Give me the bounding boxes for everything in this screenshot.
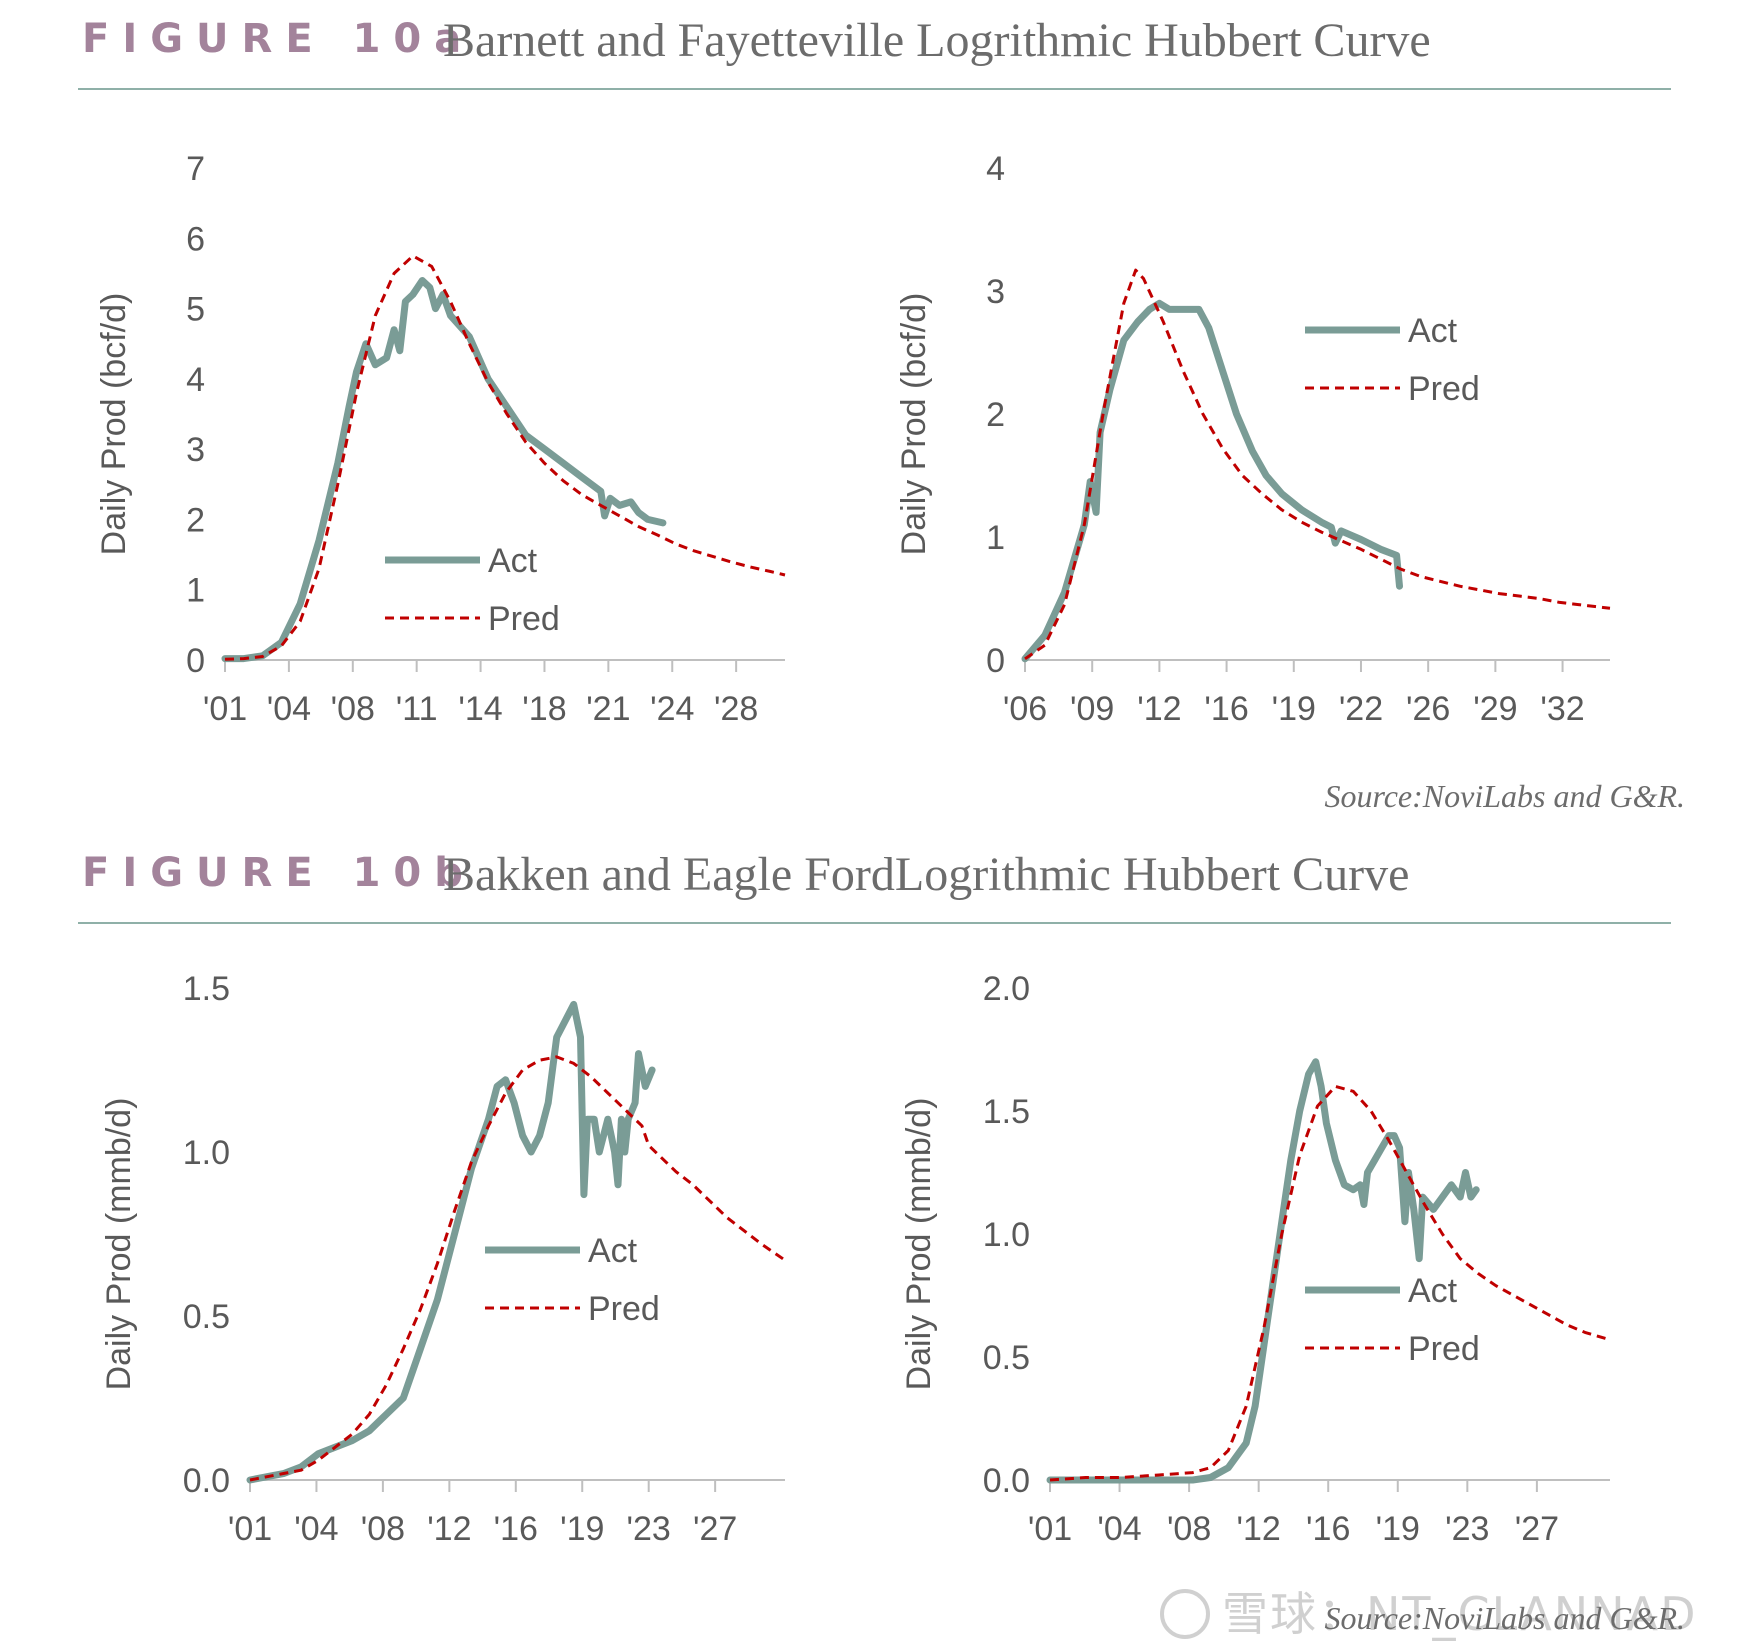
- y-tick-label: 2: [986, 396, 1005, 434]
- series-line-act: [221, 277, 667, 663]
- y-tick-label: 4: [186, 361, 205, 399]
- x-tick-label: '01: [1028, 1510, 1072, 1548]
- x-tick-label: '06: [1003, 690, 1047, 728]
- y-tick-label: 2.0: [983, 970, 1030, 1008]
- legend-label-pred: Pred: [1408, 1330, 1480, 1368]
- y-tick-label: 1.0: [183, 1134, 230, 1172]
- x-tick-label: '28: [714, 690, 758, 728]
- x-tick-label: '16: [494, 1510, 538, 1548]
- figure-10a-rule: [78, 88, 1671, 90]
- chart-bakken: 0.0 0.5 1.0 1.5 '01 '04 '08 '12 '16 '19 '23 '27 Dail…: [95, 960, 815, 1560]
- y-tick-label: 7: [186, 150, 205, 188]
- x-tick-label: '11: [396, 690, 438, 728]
- x-tick-label: '12: [427, 1510, 471, 1548]
- y-tick-label: 1: [986, 519, 1005, 557]
- watermark: 雪球：NT_CLANNAD: [1160, 1578, 1698, 1644]
- figure-10b-title: Bakken and Eagle FordLogrithmic Hubbert …: [443, 848, 1410, 901]
- x-tick-label: '19: [560, 1510, 604, 1548]
- y-tick-label: 3: [986, 273, 1005, 311]
- y-tick-label: 6: [186, 220, 205, 258]
- x-tick-label: '04: [1097, 1510, 1141, 1548]
- y-tick-label: 0.5: [983, 1339, 1030, 1377]
- x-tick-label: '23: [1445, 1510, 1489, 1548]
- y-axis-title: Daily Prod (bcf/d): [895, 293, 933, 556]
- chart-barnett: 0 1 2 3 4 5 6 7 '01 '04 '08 '11 '14 '18 '21 '24 '28 Daily…: [95, 140, 815, 740]
- x-tick-label: '04: [294, 1510, 338, 1548]
- figure-10a-label: FIGURE 10a: [82, 16, 475, 62]
- x-tick-label: '16: [1204, 690, 1248, 728]
- x-tick-label: '29: [1473, 690, 1517, 728]
- chart-fayetteville-svg: 0 1 2 3 4 '06 '09 '12 '16 '19 '22 '26 '29 '32 Daily Pr…: [895, 150, 1611, 728]
- y-tick-label: 0.0: [183, 1462, 230, 1500]
- chart-eagle-ford: 0.0 0.5 1.0 1.5 2.0 '01 '04 '08 '12 '16 '19 '23 '27 D…: [895, 960, 1615, 1560]
- series-line-pred: [224, 254, 786, 661]
- x-tick-label: '16: [1306, 1510, 1350, 1548]
- x-tick-label: '18: [522, 690, 566, 728]
- legend-label-act: Act: [588, 1232, 638, 1270]
- series-line-act: [246, 1000, 656, 1484]
- figure-10b-source: Source:NoviLabs and G&R.: [1324, 1600, 1685, 1636]
- x-tick-label: '23: [627, 1510, 671, 1548]
- x-tick-label: '19: [1272, 690, 1316, 728]
- x-tick-label: '12: [1237, 1510, 1281, 1548]
- figure-10a-title: Barnett and Fayetteville Logrithmic Hubb…: [443, 14, 1431, 67]
- x-tick-label: '08: [1167, 1510, 1211, 1548]
- x-tick-label: '19: [1376, 1510, 1420, 1548]
- legend-label-act: Act: [1408, 312, 1458, 350]
- y-tick-label: 0: [186, 642, 205, 680]
- x-tick-label: '27: [693, 1510, 737, 1548]
- legend-label-pred: Pred: [588, 1290, 660, 1328]
- x-tick-label: '01: [228, 1510, 272, 1548]
- y-tick-label: 1.5: [983, 1093, 1030, 1131]
- legend-label-pred: Pred: [488, 600, 560, 638]
- watermark-logo-icon: [1160, 1588, 1210, 1639]
- x-tick-label: '04: [267, 690, 311, 728]
- figure-10a-source: Source:NoviLabs and G&R.: [1324, 778, 1685, 814]
- figure-10b-header: FIGURE 10b Bakken and Eagle FordLogrithm…: [78, 834, 1671, 924]
- series-line-act: [1046, 1058, 1480, 1484]
- y-axis-title: Daily Prod (mmb/d): [900, 1098, 938, 1391]
- y-axis-title: Daily Prod (mmb/d): [100, 1098, 138, 1391]
- legend-label-act: Act: [1408, 1272, 1458, 1310]
- x-tick-label: '27: [1515, 1510, 1559, 1548]
- chart-fayetteville: 0 1 2 3 4 '06 '09 '12 '16 '19 '22 '26 '29 '32 Daily Pr…: [895, 140, 1615, 740]
- legend-label-pred: Pred: [1408, 370, 1480, 408]
- chart-barnett-svg: 0 1 2 3 4 5 6 7 '01 '04 '08 '11 '14 '18 '21 '24 '28 Daily…: [95, 150, 786, 728]
- legend-label-act: Act: [488, 542, 538, 580]
- y-tick-label: 0.5: [183, 1298, 230, 1336]
- chart-eagle-ford-svg: 0.0 0.5 1.0 1.5 2.0 '01 '04 '08 '12 '16 '19 '23 '27 D…: [900, 970, 1611, 1548]
- x-tick-label: '26: [1406, 690, 1450, 728]
- y-tick-label: 5: [186, 291, 205, 329]
- x-tick-label: '09: [1070, 690, 1114, 728]
- x-tick-label: '24: [650, 690, 694, 728]
- x-tick-label: '22: [1339, 690, 1383, 728]
- x-tick-label: '14: [458, 690, 502, 728]
- y-tick-label: 0: [986, 642, 1005, 680]
- series-line-pred: [1049, 1084, 1611, 1482]
- series-line-pred: [249, 1055, 786, 1482]
- figure-10a-header: FIGURE 10a Barnett and Fayetteville Logr…: [78, 0, 1671, 90]
- x-tick-label: '12: [1137, 690, 1181, 728]
- watermark-text: 雪球：NT_CLANNAD: [1222, 1587, 1698, 1641]
- x-tick-label: '32: [1540, 690, 1584, 728]
- y-axis-title: Daily Prod (bcf/d): [95, 293, 133, 556]
- y-tick-label: 0.0: [983, 1462, 1030, 1500]
- y-tick-label: 1.5: [183, 970, 230, 1008]
- y-tick-label: 3: [186, 431, 205, 469]
- figure-10b-rule: [78, 922, 1671, 924]
- series-line-pred: [1024, 268, 1611, 661]
- series-line-act: [1021, 299, 1403, 663]
- x-tick-label: '08: [331, 690, 375, 728]
- y-tick-label: 2: [186, 501, 205, 539]
- figure-10b-label: FIGURE 10b: [82, 850, 476, 896]
- x-tick-label: '01: [203, 690, 247, 728]
- x-tick-label: '08: [361, 1510, 405, 1548]
- y-tick-label: 1.0: [983, 1216, 1030, 1254]
- y-tick-label: 4: [986, 150, 1005, 188]
- chart-bakken-svg: 0.0 0.5 1.0 1.5 '01 '04 '08 '12 '16 '19 '23 '27 Dail…: [100, 970, 786, 1548]
- x-tick-label: '21: [586, 690, 630, 728]
- y-tick-label: 1: [186, 572, 205, 610]
